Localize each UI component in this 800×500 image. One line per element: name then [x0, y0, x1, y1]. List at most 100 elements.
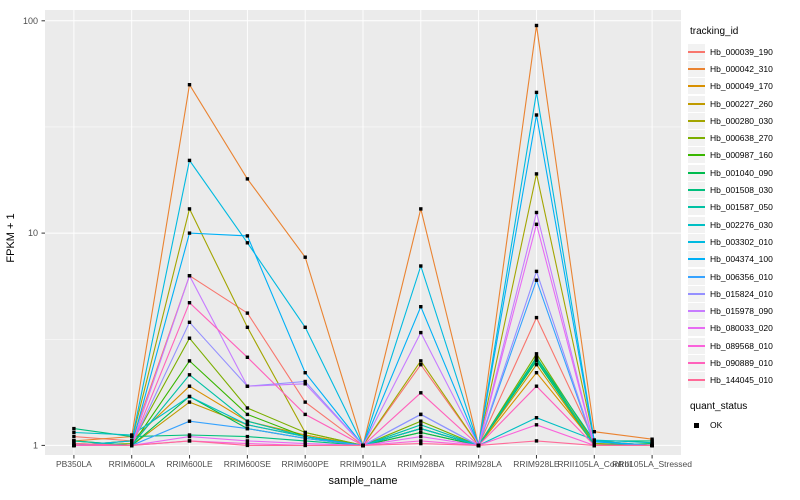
- legend-key-line: [688, 206, 705, 209]
- legend-item-label: Hb_003302_010: [710, 236, 773, 247]
- legend-key-line: [688, 223, 705, 226]
- data-point: [476, 443, 481, 448]
- legend-key-swatch: [688, 95, 705, 112]
- legend-item-Hb_004374_100: Hb_004374_100: [688, 251, 800, 268]
- legend-item-label: Hb_080033_020: [710, 323, 773, 334]
- data-point: [72, 426, 76, 431]
- data-point: [419, 441, 423, 446]
- data-point: [534, 113, 539, 117]
- legend-key-line: [688, 50, 705, 53]
- legend-key-line: [688, 379, 705, 382]
- data-point: [187, 158, 192, 163]
- legend-key-line: [688, 275, 705, 278]
- data-point: [245, 434, 250, 439]
- legend-item-Hb_001587_050: Hb_001587_050: [688, 199, 800, 216]
- legend-item-label: Hb_015978_090: [710, 306, 773, 317]
- data-point: [187, 83, 192, 87]
- data-point: [534, 278, 539, 282]
- black-square-marker-icon: [694, 422, 699, 428]
- data-point: [187, 434, 192, 439]
- legend-key-swatch: [688, 320, 705, 337]
- data-point: [534, 371, 539, 375]
- legend-key-line: [688, 310, 705, 313]
- data-point: [592, 443, 596, 448]
- legend-item-Hb_080033_020: Hb_080033_020: [688, 320, 800, 337]
- data-point: [419, 430, 423, 435]
- legend-item-Hb_000227_260: Hb_000227_260: [688, 95, 800, 112]
- data-point: [187, 394, 192, 399]
- data-point: [303, 371, 307, 375]
- x-tick-label: RRIM928BA: [397, 459, 445, 469]
- data-point: [72, 443, 76, 448]
- legend-title-quant-status: quant_status: [690, 400, 748, 412]
- legend-item-label: Hb_000638_270: [710, 133, 773, 144]
- data-point: [187, 336, 192, 340]
- data-point: [419, 207, 423, 211]
- data-point: [419, 363, 423, 367]
- legend-item-label: Hb_004374_100: [710, 254, 773, 265]
- data-point: [361, 443, 365, 448]
- legend-key-swatch: [688, 233, 705, 250]
- legend-title-tracking-id: tracking_id: [690, 26, 739, 37]
- legend-item-Hb_000049_170: Hb_000049_170: [688, 78, 800, 95]
- data-point: [130, 441, 134, 446]
- data-point: [650, 441, 654, 445]
- data-point: [245, 355, 250, 359]
- x-tick-label: RRII105LA_Stressed: [612, 459, 692, 469]
- legend-key-swatch: [688, 337, 705, 354]
- legend-key-swatch: [688, 199, 705, 216]
- data-point: [303, 436, 307, 440]
- legend-key-line: [688, 292, 705, 295]
- data-point: [187, 373, 192, 377]
- legend-key-line: [688, 67, 705, 70]
- x-tick-label: RRII105LA_Control: [557, 459, 631, 469]
- data-point: [419, 305, 423, 309]
- legend: tracking_id Hb_000039_190 Hb_000042_310 Hb…: [688, 26, 800, 433]
- data-point: [419, 434, 423, 439]
- legend-item-label: Hb_000227_260: [710, 98, 773, 109]
- data-point: [534, 357, 539, 361]
- legend-key-line: [688, 137, 705, 140]
- legend-item-Hb_003302_010: Hb_003302_010: [688, 233, 800, 250]
- legend-key-line: [688, 344, 705, 347]
- legend-item-label: Hb_002276_030: [710, 219, 773, 230]
- data-point: [187, 207, 192, 211]
- data-point: [245, 419, 250, 423]
- data-point: [534, 269, 539, 274]
- legend-item-label: Hb_001040_090: [710, 167, 773, 178]
- data-point: [245, 423, 250, 427]
- data-point: [534, 359, 539, 363]
- legend-key-swatch: [688, 285, 705, 302]
- data-point: [303, 439, 307, 443]
- data-point: [245, 384, 250, 388]
- data-point: [303, 382, 307, 386]
- data-point: [303, 443, 307, 448]
- data-point: [245, 406, 250, 410]
- data-point: [245, 426, 250, 431]
- data-point: [72, 434, 76, 439]
- legend-item-Hb_144045_010: Hb_144045_010: [688, 372, 800, 389]
- data-point: [245, 443, 250, 448]
- data-point: [245, 325, 250, 329]
- data-point: [650, 439, 654, 443]
- legend-key-swatch: [688, 112, 705, 129]
- legend-key-line: [688, 171, 705, 174]
- y-axis-title: FPKM + 1: [5, 213, 17, 263]
- data-point: [245, 241, 250, 245]
- x-tick-label: RRIM600LA: [109, 459, 156, 469]
- legend-item-label: Hb_090889_010: [710, 357, 773, 368]
- legend-item-Hb_000039_190: Hb_000039_190: [688, 43, 800, 60]
- y-tick-label: 10: [28, 228, 38, 238]
- data-point: [534, 23, 539, 28]
- data-point: [303, 412, 307, 417]
- x-tick-label: RRIM901LA: [340, 459, 387, 469]
- legend-key-line: [688, 119, 705, 122]
- data-point: [303, 325, 307, 329]
- data-point: [419, 439, 423, 443]
- data-point: [419, 264, 423, 268]
- data-point: [419, 426, 423, 431]
- legend-item-label: Hb_089568_010: [710, 340, 773, 351]
- quant-status-key: [688, 417, 705, 433]
- legend-key-swatch: [688, 268, 705, 285]
- data-point: [534, 172, 539, 176]
